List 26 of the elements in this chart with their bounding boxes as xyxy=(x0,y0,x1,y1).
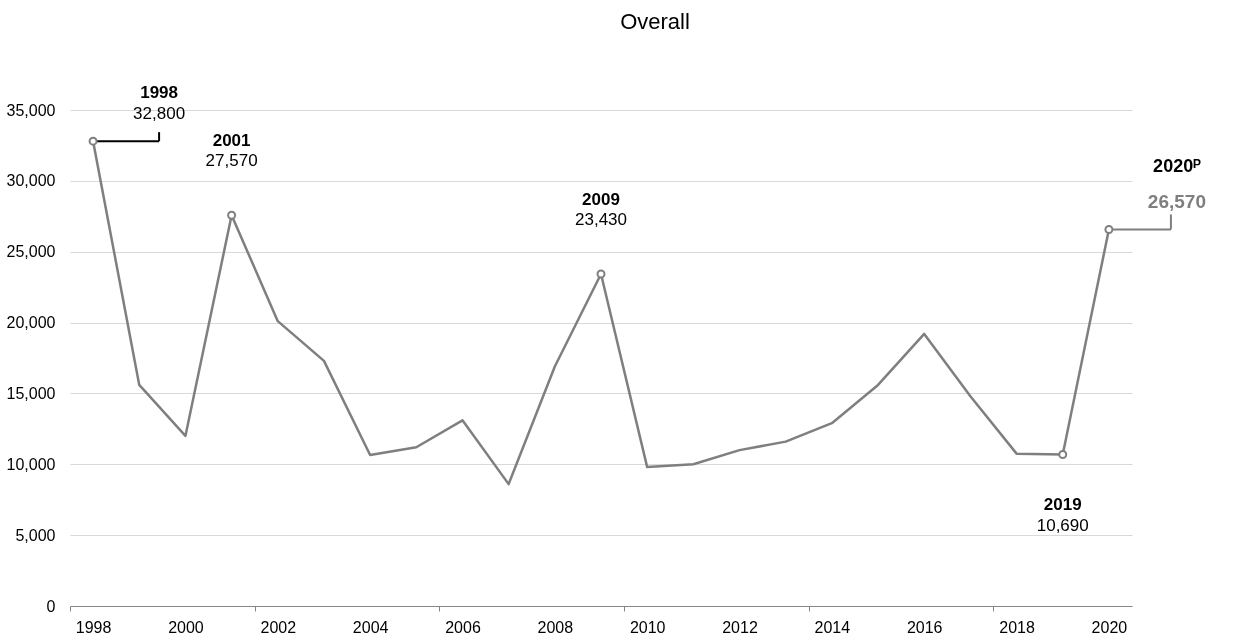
x-tick-label: 2002 xyxy=(260,618,297,636)
x-tick-label: 2016 xyxy=(906,618,943,636)
x-tick-label: 2014 xyxy=(814,618,851,636)
y-tick-label: 30,000 xyxy=(6,172,56,190)
text: 2001 27,570 xyxy=(205,131,258,171)
y-tick-label: 20,000 xyxy=(6,314,56,332)
data-label: 2020ᴾ 26,570 xyxy=(1147,156,1206,213)
x-tick-label: 2004 xyxy=(352,618,389,636)
x-tick-label: 2010 xyxy=(629,618,666,636)
x-tick-label: 1998 xyxy=(75,618,112,636)
y-tick-label: 15,000 xyxy=(6,384,56,402)
x-tick-label: 2018 xyxy=(999,618,1035,636)
x-tick-label: 2012 xyxy=(722,618,758,636)
x-tick-label: 2008 xyxy=(537,618,574,636)
y-tick-label: 35,000 xyxy=(6,101,56,119)
y-tick-label: 5,000 xyxy=(15,526,56,544)
data-label: 1998 32,800 xyxy=(133,83,186,124)
y-tick-label: 10,000 xyxy=(6,455,56,473)
data-label: 2019 10,690 xyxy=(1036,494,1089,535)
x-tick-label: 2006 xyxy=(445,618,481,636)
x-tick-label: 2020 xyxy=(1091,618,1128,636)
y-tick-label: 25,000 xyxy=(6,243,56,261)
x-tick-label: 2000 xyxy=(168,618,204,636)
chart-title: Overall xyxy=(620,9,690,35)
text: 2009 23,430 xyxy=(575,189,627,229)
y-tick-label: 0 xyxy=(46,597,56,615)
